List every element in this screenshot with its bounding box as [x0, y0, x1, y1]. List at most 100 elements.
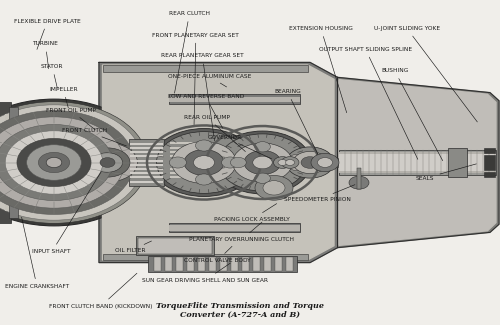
Bar	[130, 143, 163, 145]
Bar	[130, 155, 163, 157]
Circle shape	[5, 131, 103, 194]
Bar	[187, 257, 194, 271]
Text: FRONT CLUTCH: FRONT CLUTCH	[62, 128, 126, 146]
Bar	[170, 142, 196, 144]
Bar	[169, 94, 300, 104]
Text: OUTPUT SHAFT SLIDING SPLINE: OUTPUT SHAFT SLIDING SPLINE	[319, 47, 418, 159]
Circle shape	[172, 141, 236, 184]
Bar	[5, 114, 14, 211]
Circle shape	[196, 140, 212, 151]
Circle shape	[0, 111, 134, 214]
Circle shape	[26, 145, 82, 180]
Circle shape	[0, 114, 98, 211]
Circle shape	[278, 150, 316, 175]
Circle shape	[286, 147, 334, 178]
Text: FRONT CLUTCH BAND (KICKDOWN): FRONT CLUTCH BAND (KICKDOWN)	[49, 273, 152, 309]
Bar	[170, 155, 196, 157]
Bar	[130, 160, 163, 162]
Bar	[448, 148, 466, 177]
Text: BEARING: BEARING	[274, 89, 318, 154]
Circle shape	[0, 145, 52, 180]
Bar	[198, 257, 205, 271]
Circle shape	[78, 143, 138, 182]
Circle shape	[170, 157, 186, 168]
Bar	[484, 172, 495, 177]
Circle shape	[56, 183, 68, 191]
Circle shape	[253, 156, 272, 169]
Text: U-JOINT SLIDING YOKE: U-JOINT SLIDING YOKE	[374, 26, 478, 122]
Circle shape	[0, 102, 148, 223]
Bar	[99, 158, 338, 167]
Circle shape	[218, 134, 306, 191]
Bar	[170, 163, 196, 165]
Bar	[220, 257, 227, 271]
Circle shape	[18, 124, 30, 131]
Circle shape	[301, 157, 319, 168]
Bar	[102, 65, 308, 72]
Circle shape	[100, 158, 115, 167]
Circle shape	[279, 157, 294, 168]
Text: LOW AND REVERSE BAND: LOW AND REVERSE BAND	[168, 94, 244, 128]
Circle shape	[254, 173, 270, 183]
Circle shape	[0, 117, 124, 208]
Bar	[148, 256, 296, 272]
Circle shape	[230, 157, 246, 168]
Bar	[253, 257, 260, 271]
Bar	[165, 257, 172, 271]
Polygon shape	[338, 77, 499, 248]
Circle shape	[254, 142, 270, 152]
Polygon shape	[102, 65, 334, 260]
Circle shape	[311, 153, 339, 172]
Text: REAR CLUTCH: REAR CLUTCH	[169, 11, 210, 93]
Bar	[129, 139, 164, 186]
Text: PLANETARY OVERRUNNING CLUTCH: PLANETARY OVERRUNNING CLUTCH	[189, 222, 294, 242]
Bar	[242, 257, 249, 271]
Bar	[209, 257, 216, 271]
Bar	[0, 110, 19, 215]
Circle shape	[278, 160, 287, 165]
Text: FLEXIBLE DRIVE PLATE: FLEXIBLE DRIVE PLATE	[14, 19, 81, 49]
Circle shape	[156, 132, 252, 193]
Circle shape	[286, 160, 294, 165]
Circle shape	[85, 148, 130, 177]
Text: SPEEDOMETER PINION: SPEEDOMETER PINION	[284, 185, 355, 202]
Text: TURBINE: TURBINE	[32, 41, 58, 69]
Circle shape	[38, 152, 70, 173]
Text: SEALS: SEALS	[416, 164, 476, 181]
Bar	[130, 176, 163, 178]
Text: EXTENSION HOUSING: EXTENSION HOUSING	[289, 26, 353, 113]
Bar	[136, 236, 214, 255]
Bar	[0, 102, 11, 223]
Circle shape	[18, 159, 30, 166]
Text: STATOR: STATOR	[41, 64, 64, 88]
Polygon shape	[339, 80, 496, 245]
Text: PACKING LOCK ASSEMBLY: PACKING LOCK ASSEMBLY	[214, 204, 290, 222]
Circle shape	[214, 131, 311, 194]
Circle shape	[0, 118, 93, 207]
Text: Converter (A-727-A and B): Converter (A-727-A and B)	[180, 310, 300, 318]
Bar	[170, 172, 196, 174]
Circle shape	[194, 156, 214, 169]
Circle shape	[0, 124, 112, 201]
Bar	[130, 164, 163, 166]
Bar	[170, 168, 196, 170]
Bar	[169, 97, 300, 102]
Bar	[9, 107, 18, 218]
Circle shape	[285, 154, 310, 171]
Circle shape	[349, 176, 369, 189]
Bar	[130, 147, 163, 149]
Circle shape	[92, 153, 122, 172]
Bar	[130, 168, 163, 170]
Circle shape	[222, 157, 238, 168]
Bar	[130, 172, 163, 174]
Bar	[130, 181, 163, 183]
Circle shape	[0, 105, 142, 220]
Circle shape	[244, 150, 281, 175]
Bar	[169, 141, 196, 180]
Circle shape	[255, 176, 293, 200]
Text: BUSHING: BUSHING	[381, 68, 442, 161]
Bar	[130, 151, 163, 153]
Bar	[339, 152, 496, 173]
Bar	[339, 150, 496, 175]
Bar	[154, 257, 161, 271]
